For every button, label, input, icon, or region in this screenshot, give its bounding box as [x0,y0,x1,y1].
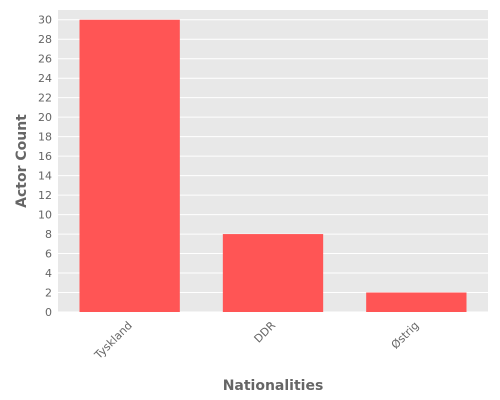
bar-østrig [366,292,467,312]
x-tick-label: Tyskland [91,319,134,362]
y-tick-label: 18 [38,131,52,144]
y-tick-label: 2 [45,287,52,300]
bar-ddr [222,234,324,312]
y-tick-label: 14 [38,170,52,183]
y-tick-label: 0 [45,306,52,319]
y-tick-label: 4 [45,267,52,280]
y-tick-label: 24 [38,72,52,85]
y-tick-label: 20 [38,111,52,124]
y-tick-label: 30 [38,14,52,27]
bars [79,19,467,312]
x-axis-title: Nationalities [223,378,324,394]
y-tick-label: 8 [45,228,52,241]
x-tick-labels: Tyskland DDR Østrig [91,319,421,363]
y-tick-label: 16 [38,150,52,163]
y-axis-title: Actor Count [14,114,30,208]
bar-tyskland [79,19,180,312]
y-tick-label: 26 [38,53,52,66]
x-tick-label: Østrig [389,319,422,352]
y-tick-label: 6 [45,248,52,261]
y-tick-label: 10 [38,209,52,222]
x-tick-label: DDR [252,319,279,346]
y-tick-label: 22 [38,92,52,105]
y-tick-label: 12 [38,189,52,202]
y-tick-label: 28 [38,33,52,46]
